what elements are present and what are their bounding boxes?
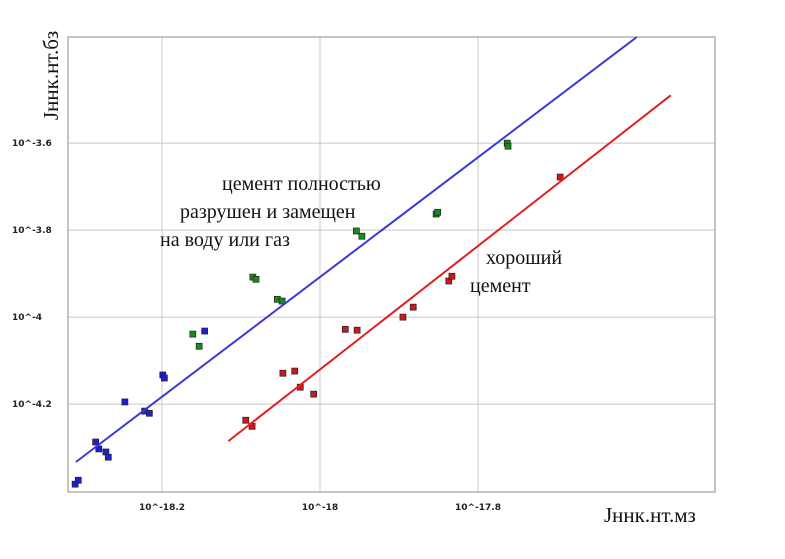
- point: [434, 208, 442, 216]
- y-tick-label: 10^-3.6: [12, 139, 52, 149]
- point: [146, 409, 153, 417]
- point: [242, 416, 250, 424]
- x-tick-label: 10^-17.8: [455, 503, 501, 513]
- point: [504, 142, 512, 150]
- y-tick-label: 10^-4: [12, 313, 42, 323]
- point: [121, 398, 129, 406]
- point: [201, 327, 209, 335]
- annotation: цемент: [470, 275, 531, 297]
- point: [279, 369, 287, 377]
- y-tick-label: 10^-4.2: [12, 400, 52, 410]
- point: [74, 476, 82, 484]
- point: [358, 232, 366, 240]
- point: [278, 297, 286, 305]
- point: [399, 313, 407, 321]
- annotation: разрушен и замещен: [180, 201, 356, 223]
- point: [291, 367, 299, 375]
- point: [352, 227, 360, 235]
- y-axis-label: Jннк.нт.бз: [39, 31, 63, 120]
- point: [92, 438, 99, 446]
- point: [310, 390, 318, 398]
- x-tick-label: 10^-18: [302, 503, 338, 513]
- point: [104, 453, 112, 461]
- fit-line: [75, 36, 638, 463]
- y-tick-label: 10^-3.8: [12, 226, 52, 236]
- plot-frame: [67, 36, 716, 493]
- point: [353, 326, 361, 334]
- point: [252, 275, 260, 283]
- annotation: хороший: [486, 247, 562, 269]
- point: [448, 272, 456, 280]
- point: [341, 325, 349, 333]
- point: [556, 173, 564, 181]
- point: [189, 330, 197, 338]
- point: [161, 374, 168, 382]
- fit-line: [227, 94, 672, 442]
- annotation: на воду или газ: [160, 229, 290, 251]
- point: [195, 342, 203, 350]
- point: [409, 303, 417, 311]
- x-axis-label: Jннк.нт.мз: [604, 503, 696, 527]
- annotation: цемент полностью: [222, 173, 381, 195]
- point: [95, 445, 103, 453]
- x-tick-label: 10^-18.2: [139, 503, 185, 513]
